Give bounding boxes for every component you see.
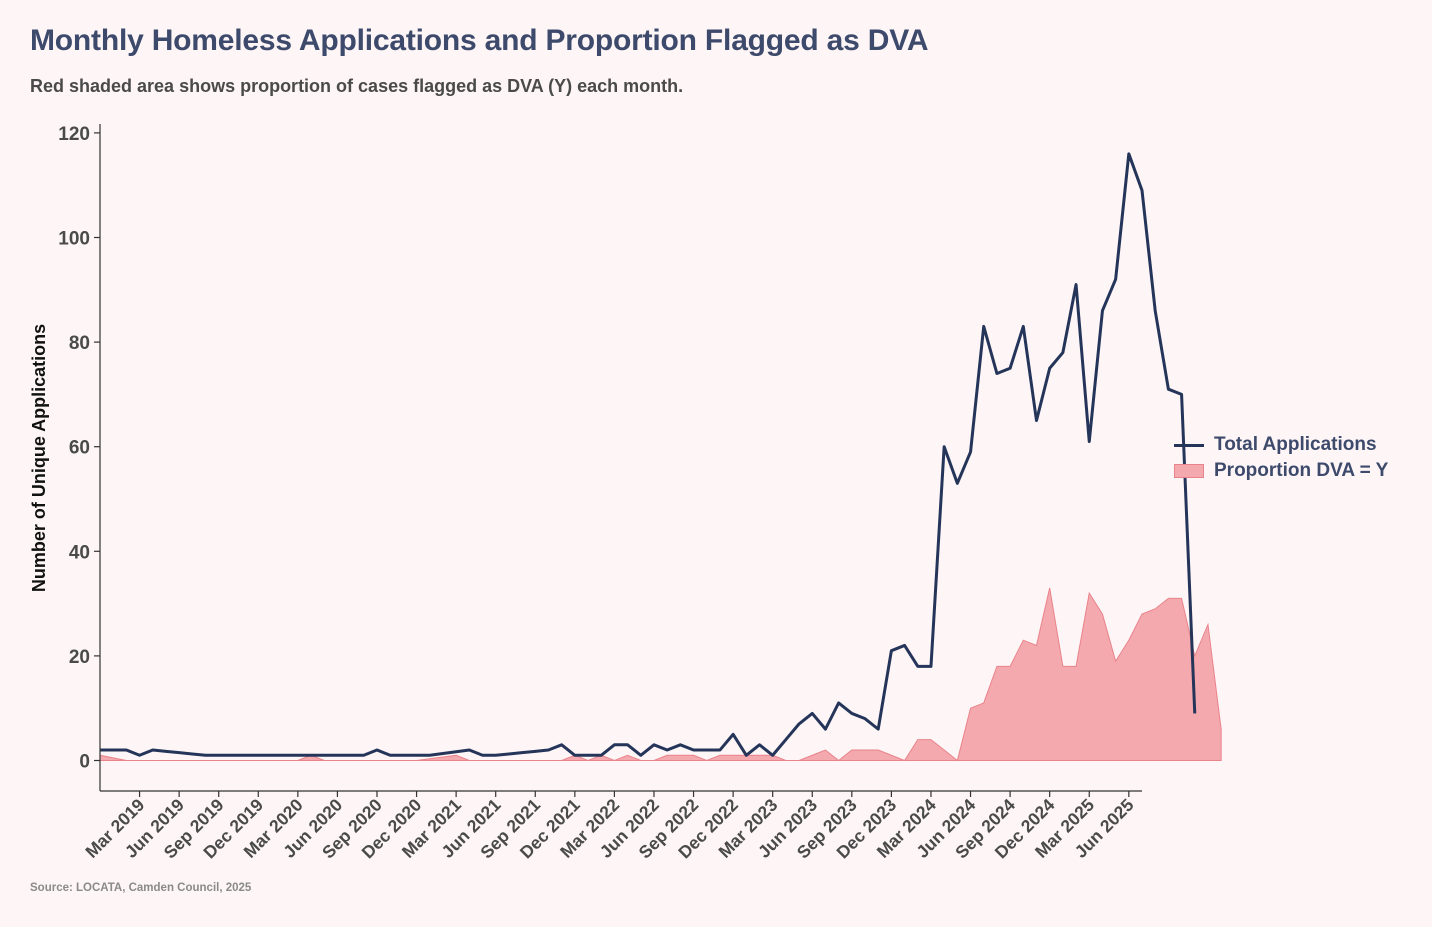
legend-item-total: Total Applications	[1174, 432, 1388, 458]
legend-line-swatch	[1174, 443, 1204, 447]
total-applications-line	[100, 152, 1197, 757]
total-line-layer	[100, 152, 1197, 757]
y-tick-label: 20	[69, 647, 90, 668]
y-tick-label: 80	[69, 333, 90, 354]
y-tick-label: 100	[58, 229, 90, 250]
y-tick-label: 0	[79, 752, 90, 773]
legend-total-label: Total Applications	[1214, 434, 1377, 455]
chart-subtitle: Red shaded area shows proportion of case…	[30, 76, 684, 96]
y-ticks: 0 20 40 60 80 100 120	[58, 124, 100, 773]
chart-title: Monthly Homeless Applications and Propor…	[30, 24, 929, 57]
legend-dva-label: Proportion DVA = Y	[1214, 460, 1389, 481]
axes	[99, 124, 1142, 792]
legend: Total Applications Proportion DVA = Y	[1174, 432, 1388, 484]
y-tick-label: 40	[69, 542, 90, 563]
dva-area	[99, 587, 1222, 762]
y-axis-label: Number of Unique Applications	[29, 324, 49, 592]
legend-item-dva: Proportion DVA = Y	[1174, 458, 1388, 484]
legend-area-swatch	[1174, 464, 1204, 478]
y-tick-label: 60	[69, 438, 90, 459]
source-note: Source: LOCATA, Camden Council, 2025	[30, 882, 252, 894]
y-tick-label: 120	[58, 124, 90, 145]
dva-area-layer	[99, 587, 1222, 762]
